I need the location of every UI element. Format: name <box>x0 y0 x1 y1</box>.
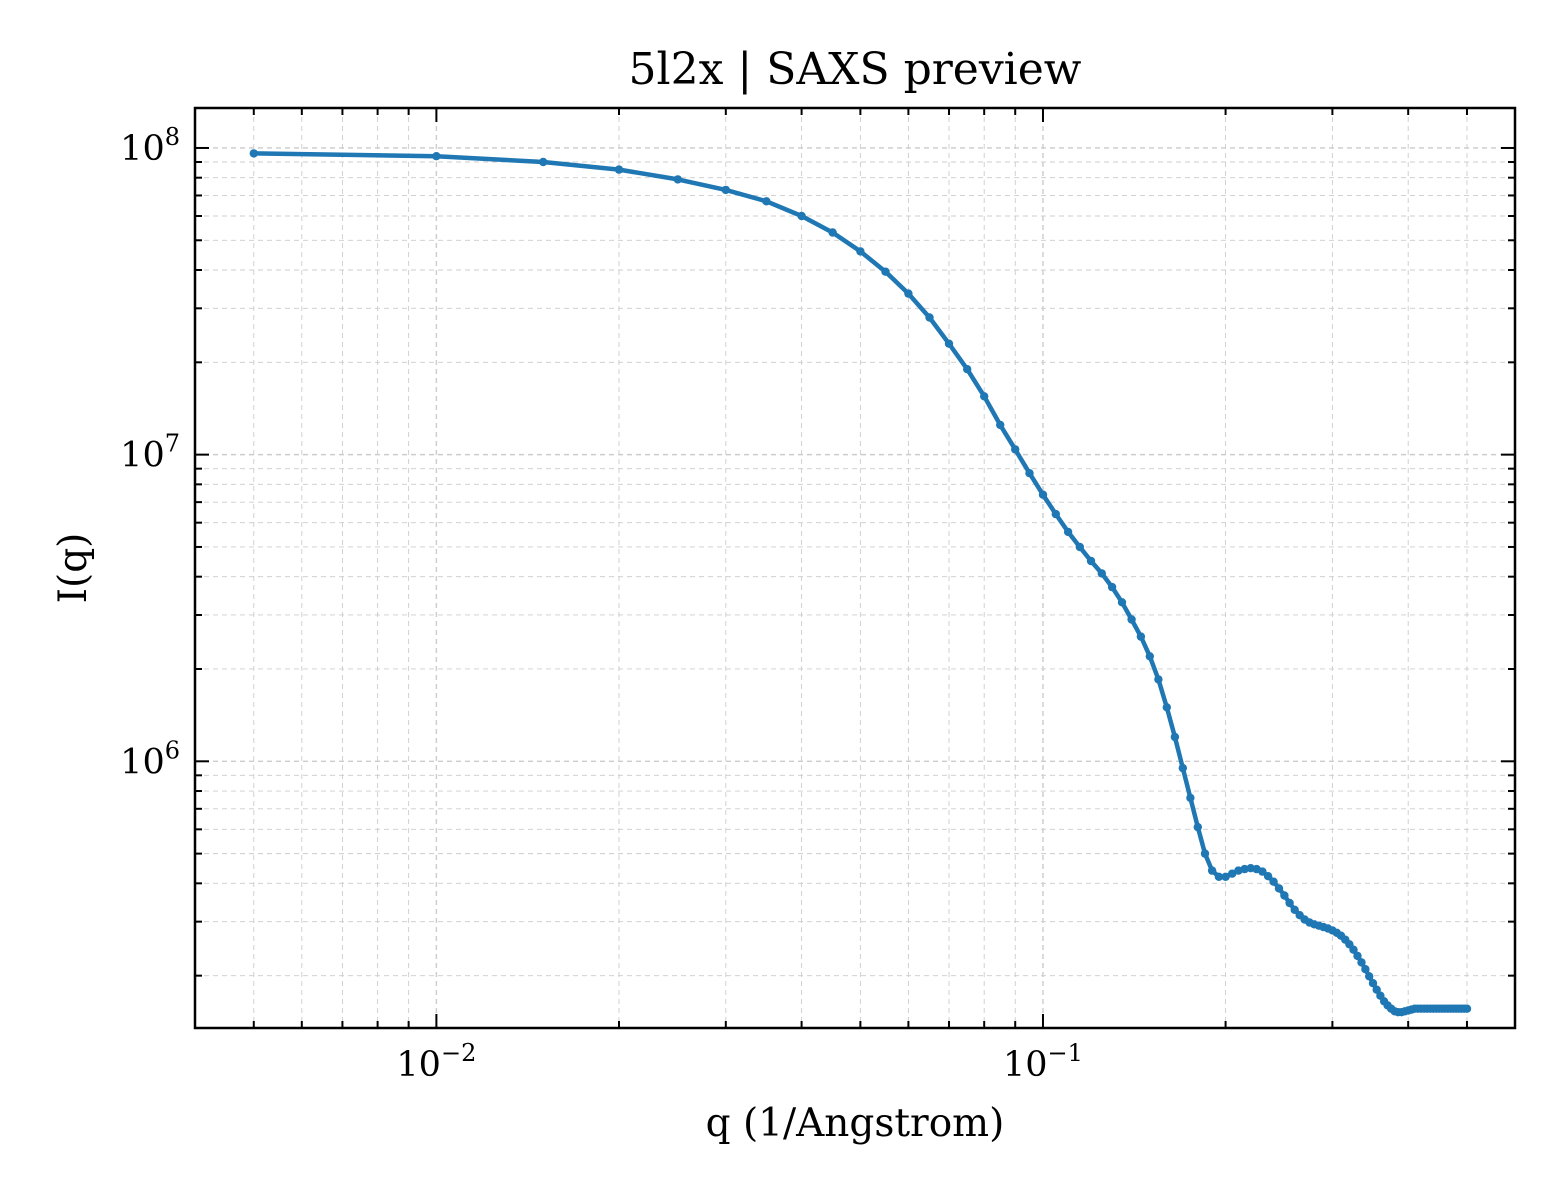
data-point <box>1372 985 1381 994</box>
data-point <box>1280 891 1289 900</box>
x-tick-label: 10−2 <box>396 1039 476 1085</box>
y-tick-label-base: 10 <box>120 129 165 169</box>
x-tick-label-exponent: −1 <box>1048 1039 1083 1067</box>
data-point <box>614 165 624 174</box>
y-tick-label: 108 <box>120 123 180 169</box>
data-point <box>721 185 730 195</box>
data-point <box>1290 905 1299 914</box>
x-axis-label: q (1/Angstrom) <box>706 1101 1005 1146</box>
data-point <box>1207 866 1217 875</box>
plot-frame <box>193 106 1517 1030</box>
data-point <box>1365 972 1374 981</box>
x-tick-label-base: 10 <box>396 1045 441 1085</box>
data-point <box>1154 675 1163 684</box>
y-tick-label: 106 <box>120 736 180 782</box>
data-point <box>1136 632 1146 641</box>
data-point <box>1258 867 1267 876</box>
data-point <box>1214 872 1224 881</box>
data-point <box>1038 490 1048 499</box>
data-point <box>1349 945 1358 954</box>
y-tick-label-exponent: 6 <box>165 736 180 764</box>
y-tick-label-exponent: 8 <box>165 123 180 151</box>
data-point <box>1263 872 1273 881</box>
data-point <box>1097 569 1107 578</box>
data-point <box>1086 556 1096 566</box>
data-point <box>1361 965 1370 974</box>
data-point <box>944 339 954 348</box>
y-tick-label: 107 <box>120 430 180 476</box>
y-axis-label: I(q) <box>51 533 96 604</box>
data-point <box>1011 445 1020 454</box>
grid-lines <box>194 108 1515 1028</box>
x-tick-label: 10−1 <box>1003 1039 1083 1085</box>
data-point <box>1170 732 1180 742</box>
data-point <box>1285 898 1294 908</box>
data-point <box>1462 1004 1472 1013</box>
data-point <box>856 247 865 256</box>
data-point <box>539 157 548 167</box>
y-tick-label-exponent: 7 <box>165 430 180 458</box>
data-point <box>797 211 806 221</box>
data-point <box>1357 958 1366 967</box>
data-point <box>1162 703 1172 712</box>
data-point <box>996 420 1005 430</box>
data-point <box>673 175 682 184</box>
data-point <box>1051 509 1061 519</box>
data-point <box>1274 884 1284 893</box>
data-point <box>1107 582 1117 592</box>
data-point <box>980 392 989 401</box>
data-point <box>1353 951 1362 961</box>
data-point <box>1269 877 1278 886</box>
data-point <box>925 313 934 322</box>
data-point <box>828 228 837 237</box>
data-point <box>1063 527 1073 537</box>
y-tick-label-base: 10 <box>120 436 165 476</box>
x-tick-label-base: 10 <box>1003 1045 1048 1085</box>
series-layer <box>249 149 1472 1017</box>
data-point <box>1145 652 1155 661</box>
y-tick-label-base: 10 <box>120 742 165 782</box>
x-tick-label-exponent: −2 <box>441 1039 476 1067</box>
data-point <box>904 289 913 298</box>
data-point <box>1075 542 1085 552</box>
data-point <box>1200 849 1210 858</box>
data-point <box>432 152 441 161</box>
data-point <box>1227 869 1237 878</box>
data-point <box>1127 615 1136 624</box>
data-point <box>881 267 890 276</box>
data-point <box>1025 469 1034 478</box>
chart-title: 5l2x | SAXS preview <box>629 44 1082 95</box>
data-point <box>1186 793 1195 803</box>
data-point <box>1117 598 1127 607</box>
data-point <box>249 149 258 158</box>
data-point <box>1221 872 1230 881</box>
data-point <box>1193 822 1203 832</box>
data-point <box>1368 979 1378 988</box>
data-point <box>762 197 771 206</box>
data-point <box>1178 763 1188 773</box>
data-point <box>963 365 972 374</box>
